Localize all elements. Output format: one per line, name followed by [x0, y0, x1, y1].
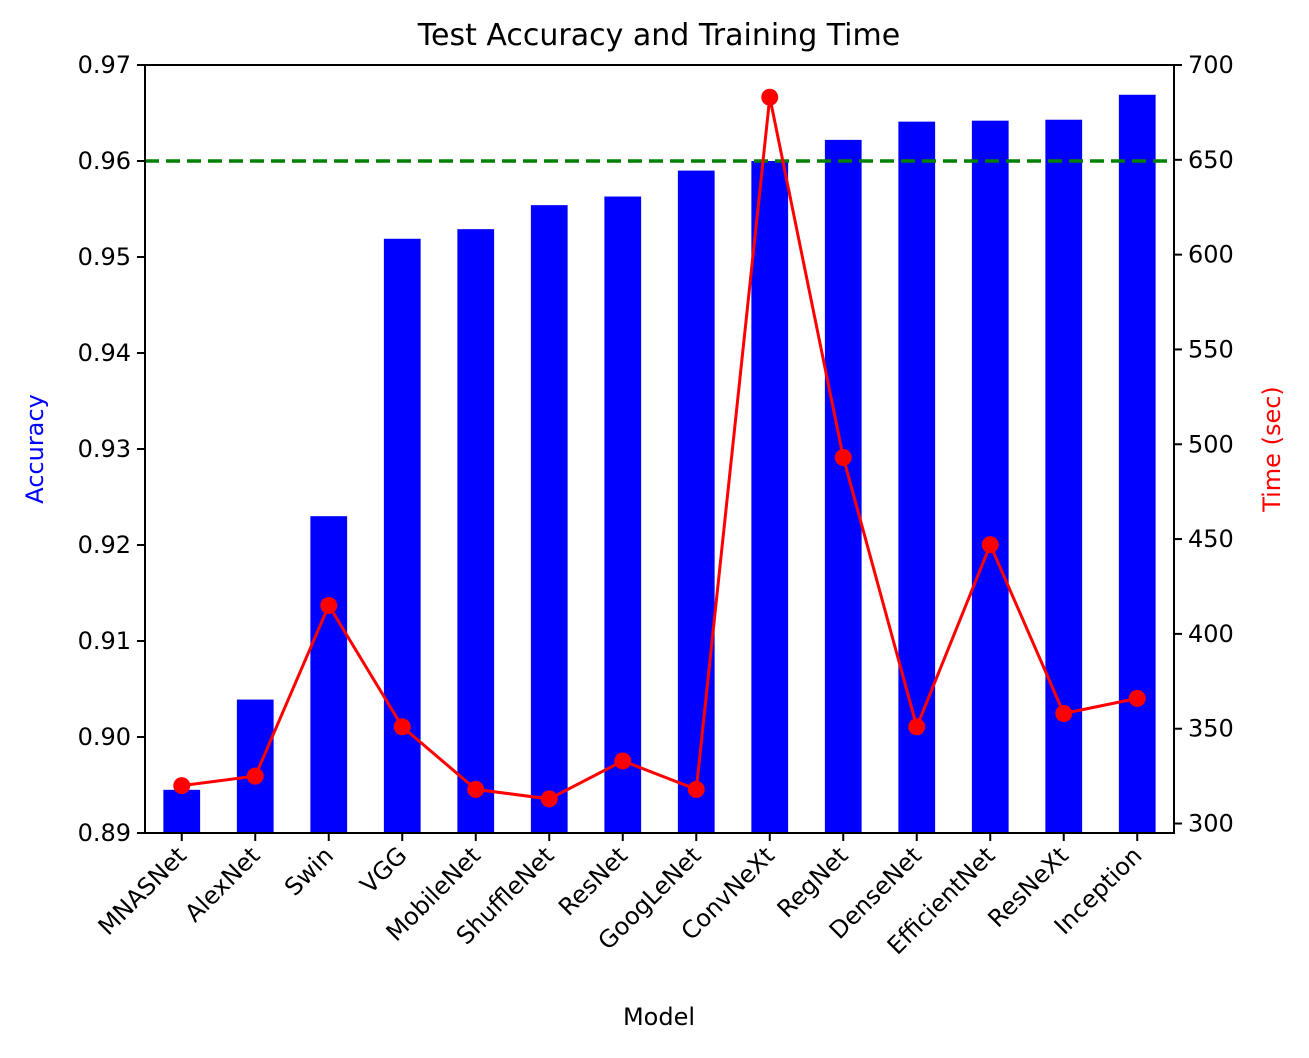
accuracy-bar-vgg — [383, 238, 421, 833]
y-tick-label: 0.91 — [78, 627, 131, 655]
accuracy-bar-regnet — [824, 139, 862, 833]
y2-tick-label: 650 — [1188, 146, 1234, 174]
x-tick-label: Swin — [279, 841, 339, 901]
y-tick-label: 0.89 — [78, 819, 131, 847]
y2-tick-label: 700 — [1188, 51, 1234, 79]
y2-tick-label: 400 — [1188, 620, 1234, 648]
chart-title: Test Accuracy and Training Time — [417, 18, 900, 53]
right-axis: 300 350 400 450 500 550 600 650 700 — [1174, 51, 1234, 838]
accuracy-bar-resnet — [604, 196, 642, 833]
time-point-inception — [1128, 689, 1146, 707]
y2-tick-label: 450 — [1188, 525, 1234, 553]
y2-tick-label: 350 — [1188, 715, 1234, 743]
accuracy-bar-googlenet — [677, 170, 715, 834]
y-axis-title: Accuracy — [21, 394, 49, 504]
time-point-regnet — [834, 449, 852, 467]
y2-axis-title: Time (sec) — [1258, 386, 1286, 513]
time-point-efficientnet — [981, 536, 999, 554]
time-point-resnext — [1055, 705, 1073, 723]
time-point-swin — [320, 596, 338, 614]
time-point-convnext — [761, 88, 779, 106]
accuracy-bar-densenet — [898, 121, 936, 833]
y-tick-label: 0.95 — [78, 243, 131, 271]
x-tick-label: VGG — [355, 841, 413, 899]
y-tick-label: 0.93 — [78, 435, 131, 463]
time-line — [181, 96, 1138, 801]
y-tick-label: 0.96 — [78, 147, 131, 175]
time-point-mobilenet — [467, 780, 485, 798]
y2-tick-label: 600 — [1188, 241, 1234, 269]
accuracy-bar-resnext — [1045, 119, 1083, 834]
accuracy-bar-swin — [310, 516, 348, 833]
bars-layer — [163, 94, 1156, 834]
accuracy-bar-inception — [1118, 94, 1156, 833]
accuracy-bar-mnasnet — [163, 789, 201, 833]
accuracy-bar-shufflenet — [530, 205, 568, 833]
time-point-mnasnet — [173, 777, 191, 795]
plot-frame — [144, 64, 1175, 834]
x-tick-label: MNASNet — [93, 841, 192, 940]
y-tick-label: 0.92 — [78, 531, 131, 559]
accuracy-bar-efficientnet — [971, 120, 1009, 834]
y2-tick-label: 500 — [1188, 430, 1234, 458]
y2-tick-label: 550 — [1188, 335, 1234, 363]
time-point-shufflenet — [540, 790, 558, 808]
time-point-resnet — [614, 752, 632, 770]
time-point-vgg — [393, 718, 411, 736]
accuracy-bar-alexnet — [236, 699, 274, 833]
accuracy-bar-mobilenet — [457, 229, 495, 833]
time-line-layer — [173, 88, 1146, 808]
time-point-googlenet — [687, 780, 705, 798]
x-axis-title: Model — [623, 1003, 695, 1031]
time-point-densenet — [908, 718, 926, 736]
y-tick-label: 0.97 — [78, 51, 131, 79]
y-tick-label: 0.94 — [78, 339, 131, 367]
accuracy-bar-convnext — [751, 161, 789, 833]
y2-tick-label: 300 — [1188, 810, 1234, 838]
y-tick-label: 0.90 — [78, 723, 131, 751]
time-point-alexnet — [246, 767, 264, 785]
x-tick-label: AlexNet — [179, 841, 265, 927]
left-axis: 0.89 0.90 0.91 0.92 0.93 0.94 0.95 0.96 0.97 — [78, 51, 145, 847]
